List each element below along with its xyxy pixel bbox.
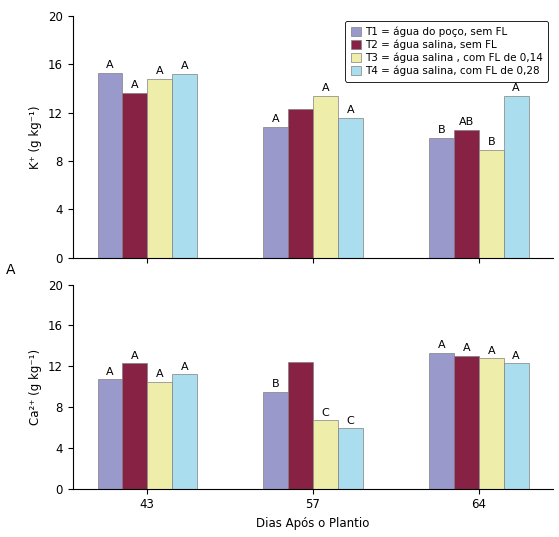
Bar	[479, 358, 504, 489]
Bar	[313, 96, 338, 258]
Bar	[429, 353, 454, 489]
Bar	[147, 381, 172, 489]
Text: B: B	[438, 125, 446, 135]
Bar	[122, 93, 147, 258]
Bar	[288, 362, 313, 489]
Text: A: A	[272, 114, 280, 124]
Text: A: A	[512, 83, 520, 93]
Text: A: A	[131, 351, 139, 361]
Bar	[263, 127, 288, 258]
Text: A: A	[487, 345, 495, 355]
Bar	[288, 109, 313, 258]
X-axis label: Dias Após o Plantio: Dias Após o Plantio	[257, 517, 369, 530]
Text: B: B	[487, 137, 495, 147]
Bar	[429, 138, 454, 258]
Text: B: B	[272, 379, 280, 389]
Bar	[338, 429, 363, 489]
Text: A: A	[106, 60, 114, 70]
Bar	[313, 420, 338, 489]
Bar	[147, 79, 172, 258]
Text: C: C	[321, 408, 329, 418]
Text: A: A	[181, 61, 188, 71]
Text: A: A	[106, 367, 114, 377]
Bar	[172, 374, 197, 489]
Text: A: A	[156, 369, 164, 379]
Text: A: A	[512, 351, 520, 361]
Text: A: A	[347, 105, 354, 114]
Legend: T1 = água do poço, sem FL, T2 = água salina, sem FL, T3 = água salina , com FL d: T1 = água do poço, sem FL, T2 = água sal…	[345, 21, 548, 82]
Bar	[122, 363, 147, 489]
Text: A: A	[438, 340, 446, 351]
Bar	[504, 96, 529, 258]
Bar	[263, 391, 288, 489]
Text: AB: AB	[459, 117, 474, 127]
Text: C: C	[347, 416, 354, 426]
Text: A: A	[321, 83, 329, 93]
Bar	[454, 129, 479, 258]
Bar	[97, 380, 122, 489]
Bar	[172, 74, 197, 258]
Bar	[454, 356, 479, 489]
Text: A: A	[181, 362, 188, 372]
Bar	[338, 118, 363, 258]
Text: A: A	[462, 344, 470, 353]
Bar	[504, 363, 529, 489]
Bar	[97, 73, 122, 258]
Text: A: A	[6, 263, 15, 277]
Y-axis label: Ca²⁺ (g kg⁻¹): Ca²⁺ (g kg⁻¹)	[30, 349, 42, 425]
Y-axis label: K⁺ (g kg⁻¹): K⁺ (g kg⁻¹)	[30, 105, 42, 169]
Bar	[479, 150, 504, 258]
Text: A: A	[131, 81, 139, 90]
Text: A: A	[156, 66, 164, 76]
